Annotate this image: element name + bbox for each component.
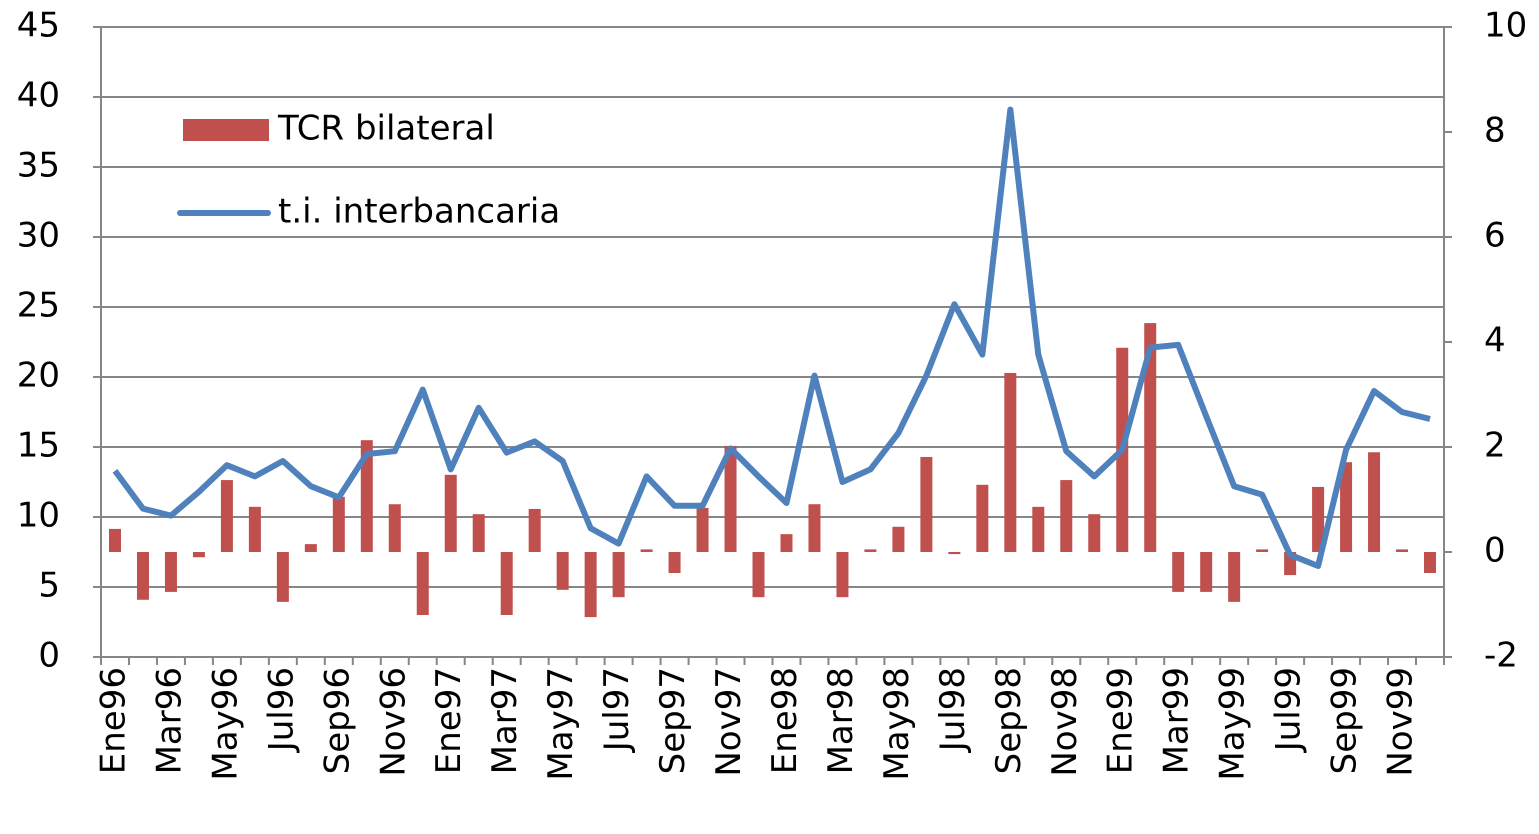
bar <box>360 440 373 552</box>
bar <box>976 484 989 552</box>
bar <box>752 552 765 598</box>
y2-tick-label: 10 <box>1484 6 1527 46</box>
bar <box>668 552 681 573</box>
bar <box>276 552 289 602</box>
bar <box>248 506 261 552</box>
bar <box>948 552 961 555</box>
x-tick-label: Nov97 <box>709 667 749 777</box>
bar <box>892 526 905 552</box>
x-tick-label: Jul97 <box>597 667 637 753</box>
y2-tick-label: 8 <box>1484 111 1506 151</box>
bar <box>1200 552 1213 592</box>
bar <box>1172 552 1185 592</box>
y-tick-label: 15 <box>17 426 60 466</box>
x-tick-label: Sep99 <box>1325 667 1365 774</box>
y-tick-label: 45 <box>17 6 60 46</box>
x-tick-label: May97 <box>541 667 581 781</box>
bar <box>388 504 401 552</box>
x-tick-label: Sep98 <box>989 667 1029 774</box>
bar <box>1060 480 1073 552</box>
x-tick-label: Ene96 <box>93 667 133 774</box>
x-tick-label: Nov96 <box>373 667 413 777</box>
bar <box>584 552 597 618</box>
x-tick-label: May99 <box>1213 667 1253 781</box>
bar <box>808 504 821 552</box>
bar <box>332 496 345 552</box>
bar <box>612 552 625 598</box>
y-tick-label: 10 <box>17 496 60 536</box>
bar <box>1256 549 1269 552</box>
bar <box>1144 323 1157 552</box>
x-tick-label: Mar98 <box>821 667 861 774</box>
bar <box>220 480 233 552</box>
bar <box>472 514 485 552</box>
y2-tick-label: 6 <box>1484 216 1506 256</box>
x-tick-label: Mar99 <box>1157 667 1197 774</box>
legend-label: TCR bilateral <box>277 109 495 149</box>
bar <box>192 552 205 558</box>
x-tick-label: Jul98 <box>933 667 973 753</box>
y-tick-label: 20 <box>17 356 60 396</box>
x-tick-label: May98 <box>877 667 917 781</box>
y-tick-label: 35 <box>17 146 60 186</box>
x-tick-label: Mar96 <box>149 667 189 774</box>
y-tick-label: 5 <box>38 566 60 606</box>
bar <box>528 508 541 552</box>
y2-tick-label: 4 <box>1484 321 1506 361</box>
x-tick-label: Jul96 <box>261 667 301 753</box>
x-tick-label: Nov99 <box>1381 667 1421 777</box>
bar <box>1340 462 1353 552</box>
bar <box>1312 486 1325 552</box>
bar <box>1368 452 1381 552</box>
y-tick-label: 30 <box>17 216 60 256</box>
y2-tick-label: 2 <box>1484 426 1506 466</box>
bar <box>416 552 429 615</box>
x-tick-label: Ene98 <box>765 667 805 774</box>
x-tick-label: May96 <box>205 667 245 781</box>
bar <box>696 507 709 552</box>
bar <box>136 552 149 600</box>
x-tick-label: Jul99 <box>1269 667 1309 753</box>
bar <box>444 474 457 552</box>
bar <box>1088 514 1101 552</box>
legend-label: t.i. interbancaria <box>278 192 560 232</box>
bar <box>1424 552 1437 573</box>
x-tick-label: Ene97 <box>429 667 469 774</box>
x-tick-label: Sep97 <box>653 667 693 774</box>
bar <box>108 528 121 552</box>
bar <box>640 549 653 552</box>
bar <box>500 552 513 615</box>
y2-tick-label: -2 <box>1484 636 1518 676</box>
bar <box>864 549 877 552</box>
bar <box>920 456 933 552</box>
x-tick-label: Nov98 <box>1045 667 1085 777</box>
bar <box>1004 372 1017 552</box>
x-tick-label: Ene99 <box>1101 667 1141 774</box>
bar <box>556 552 569 590</box>
y-tick-label: 25 <box>17 286 60 326</box>
bar <box>164 552 177 592</box>
bar <box>836 552 849 598</box>
line <box>112 106 1431 569</box>
bar <box>780 534 793 552</box>
y-tick-label: 40 <box>17 76 60 116</box>
x-tick-label: Sep96 <box>317 667 357 774</box>
bar <box>1228 552 1241 602</box>
bar <box>1396 549 1409 552</box>
bar <box>1032 506 1045 552</box>
y-tick-label: 0 <box>38 636 60 676</box>
bar <box>304 544 317 552</box>
legend-swatch <box>183 119 269 141</box>
bar <box>724 445 737 552</box>
y2-tick-label: 0 <box>1484 531 1506 571</box>
x-tick-label: Mar97 <box>485 667 525 774</box>
